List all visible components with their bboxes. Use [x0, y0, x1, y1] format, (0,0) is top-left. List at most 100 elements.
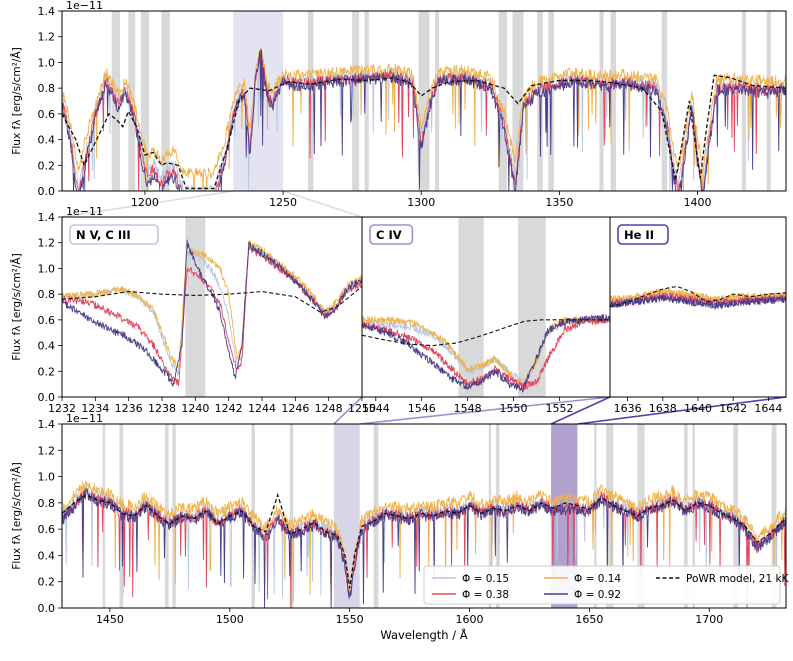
y-tick-label: 1.2	[38, 31, 56, 44]
series-line	[62, 240, 362, 369]
y-tick-label: 0.8	[38, 497, 56, 510]
panel-badge-label: N V, C III	[76, 228, 131, 242]
model-line	[362, 319, 610, 347]
masked-band	[418, 11, 430, 191]
legend-item-label: Φ = 0.14	[574, 573, 621, 585]
masked-band	[165, 424, 169, 608]
panel-frame	[61, 10, 787, 192]
x-tick-label: 1200	[131, 196, 159, 209]
panel-badge	[369, 224, 414, 245]
y-tick-label: 1.2	[38, 444, 56, 457]
masked-band	[741, 11, 746, 191]
y-exponent-label: 1e−11	[66, 0, 103, 12]
model-line	[62, 492, 786, 589]
masked-band	[488, 424, 492, 608]
masked-band	[128, 11, 136, 191]
y-tick-label: 0.4	[38, 340, 56, 353]
legend: Φ = 0.15 Φ = 0.14 PoWR model, 21 kK Φ = 0.3…	[423, 565, 790, 605]
masked-band	[102, 424, 106, 608]
y-tick-label: 0.0	[38, 391, 56, 404]
x-tick-label: 1300	[407, 196, 435, 209]
masked-band	[435, 11, 440, 191]
x-tick-label: 1636	[614, 402, 642, 415]
connector-line	[550, 396, 611, 425]
y-tick-label: 1.0	[38, 471, 56, 484]
model-line	[62, 74, 786, 190]
x-tick-label: 1246	[281, 402, 309, 415]
y-tick-label: 0.8	[38, 288, 56, 301]
y-tick-label: 0.8	[38, 82, 56, 95]
x-tick-label: 1552	[545, 402, 573, 415]
masked-band	[684, 424, 688, 608]
x-tick-label: 1644	[754, 402, 782, 415]
y-tick-label: 1.4	[38, 418, 56, 431]
masked-band	[289, 424, 294, 608]
panel-badge-label: C IV	[376, 228, 402, 242]
panel-frame	[61, 423, 787, 609]
x-tick-label: 1638	[649, 402, 677, 415]
series-line	[62, 239, 362, 387]
y-tick-label: 0.0	[38, 602, 56, 615]
series-line	[62, 484, 786, 598]
x-axis-label: Wavelength / Å	[380, 627, 467, 642]
series-line	[62, 488, 786, 608]
x-tick-label: 1700	[695, 613, 723, 626]
x-tick-label: 1248	[315, 402, 343, 415]
masked-band	[610, 11, 617, 191]
y-tick-label: 1.4	[38, 5, 56, 18]
masked-band	[766, 11, 771, 191]
masked-band	[606, 424, 614, 608]
series-line	[362, 316, 610, 391]
y-tick-label: 1.0	[38, 56, 56, 69]
y-axis-label: Flux fλ [erg/s/cm²/Å]	[10, 462, 23, 569]
masked-band	[599, 11, 604, 191]
y-tick-label: 0.4	[38, 134, 56, 147]
series-line	[362, 313, 610, 393]
y-tick-label: 1.0	[38, 262, 56, 275]
y-tick-label: 0.2	[38, 159, 56, 172]
panel-badge-label: He II	[624, 228, 654, 242]
connector-line	[577, 396, 787, 425]
x-tick-label: 1232	[48, 402, 76, 415]
masked-band	[364, 11, 369, 191]
masked-regions	[458, 217, 546, 397]
x-tick-label: 1250	[269, 196, 297, 209]
y-tick-label: 0.2	[38, 576, 56, 589]
heii-zoom-panel: 1636 1638 1640 1642 1644 He II	[609, 216, 787, 415]
x-tick-label: 1550	[336, 613, 364, 626]
y-tick-label: 0.6	[38, 108, 56, 121]
panel-badge	[69, 224, 159, 245]
masked-band	[512, 11, 524, 191]
y-axis-label: Flux fλ [erg/s/cm²/Å]	[10, 47, 23, 154]
connector-line	[359, 396, 611, 425]
legend-item-label: PoWR model, 21 kK	[686, 573, 790, 585]
connector-line	[282, 190, 363, 218]
legend-item-label: Φ = 0.92	[574, 589, 621, 601]
x-tick-label: 1350	[545, 196, 573, 209]
legend-item-label: Φ = 0.15	[462, 573, 509, 585]
x-tick-label: 1546	[408, 402, 436, 415]
series-group	[610, 285, 786, 310]
series-line	[62, 244, 362, 387]
series-line	[62, 46, 786, 191]
y-tick-label: 1.4	[38, 211, 56, 224]
x-tick-label: 1242	[215, 402, 243, 415]
series-line	[62, 488, 786, 608]
masked-band	[185, 217, 206, 397]
x-tick-label: 1500	[216, 613, 244, 626]
series-line	[62, 48, 786, 191]
bottom-spectrum-panel: 1450 1500 1550 1600 1650 1700 0.0 0.2 0.4 0.6 0.8 1…	[10, 412, 787, 642]
masked-regions	[185, 217, 206, 397]
y-axis-label: Flux fλ [erg/s/cm²/Å]	[10, 253, 23, 360]
x-tick-label: 1234	[81, 402, 109, 415]
panel-badge	[617, 224, 669, 245]
series-group	[362, 313, 610, 393]
series-group	[62, 46, 786, 191]
masked-band	[692, 424, 695, 608]
model-line	[62, 286, 362, 313]
masked-band	[498, 11, 507, 191]
y-tick-label: 0.6	[38, 523, 56, 536]
y-tick-label: 0.6	[38, 314, 56, 327]
x-tick-label: 1548	[454, 402, 482, 415]
